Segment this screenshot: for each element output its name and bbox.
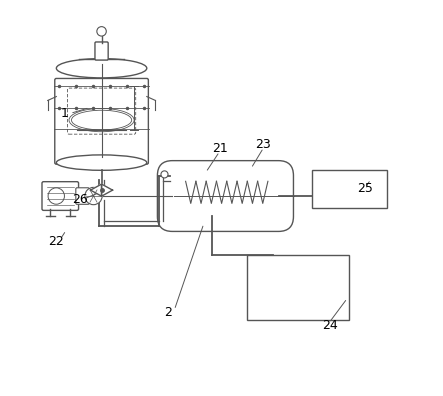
- Ellipse shape: [69, 109, 134, 132]
- Bar: [312, 170, 387, 208]
- Text: 2: 2: [164, 306, 172, 318]
- Text: 1: 1: [60, 107, 68, 120]
- Circle shape: [97, 27, 106, 36]
- FancyBboxPatch shape: [55, 78, 148, 164]
- Text: 25: 25: [357, 182, 373, 195]
- Ellipse shape: [56, 59, 147, 78]
- FancyBboxPatch shape: [42, 182, 78, 210]
- Polygon shape: [101, 184, 113, 196]
- Text: 22: 22: [48, 235, 64, 248]
- Circle shape: [161, 171, 168, 178]
- Text: 21: 21: [212, 142, 227, 155]
- FancyBboxPatch shape: [76, 188, 89, 204]
- Polygon shape: [90, 184, 101, 196]
- Ellipse shape: [56, 155, 147, 170]
- FancyBboxPatch shape: [95, 42, 108, 60]
- Circle shape: [85, 187, 102, 205]
- Bar: [247, 255, 349, 320]
- Text: 23: 23: [255, 139, 271, 151]
- Text: 24: 24: [322, 319, 338, 332]
- FancyBboxPatch shape: [157, 161, 293, 231]
- Text: 26: 26: [72, 194, 88, 206]
